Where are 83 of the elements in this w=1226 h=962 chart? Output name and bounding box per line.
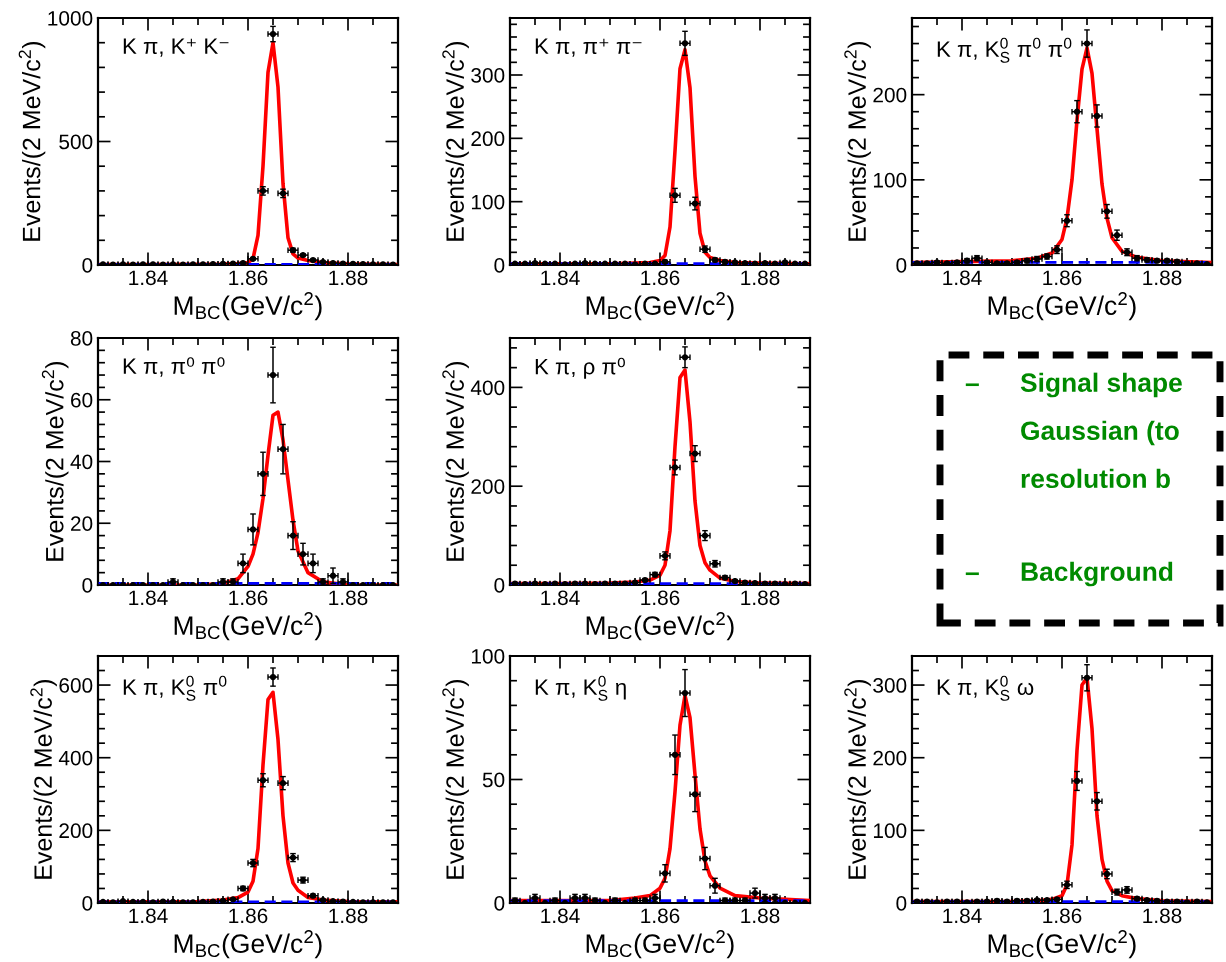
y-tick-label: 400 (58, 750, 93, 766)
y-tick-label: 100 (471, 194, 505, 210)
y-tick-label: 60 (71, 392, 93, 408)
y-axis-title: Events/(2 MeV/c$^{2}$) (30, 679, 57, 879)
x-tick-label: 1.88 (741, 908, 780, 924)
annotation: K π, π⁰ π⁰ (123, 357, 225, 377)
x-tick-label: 1.86 (229, 908, 268, 924)
y-tick-label: 200 (873, 87, 907, 103)
y-tick-label: 0 (896, 896, 907, 911)
x-tick-label: 1.86 (641, 908, 680, 924)
y-axis-title: Events/(2 MeV/c$^{2}$) (844, 679, 871, 879)
y-tick-label: 200 (59, 823, 93, 839)
y-tick-label: 200 (471, 131, 505, 147)
y-tick-label: 0 (82, 578, 93, 593)
text: resolution b (1021, 468, 1170, 489)
x-tick-label: 1.84 (129, 270, 168, 286)
x-axis-title: M$_{BC}$(GeV/c$^{2}$) (174, 930, 322, 959)
x-tick-label: 1.84 (943, 270, 982, 286)
text: – (965, 383, 979, 387)
y-tick-label: 1000 (48, 11, 93, 26)
x-tick-label: 1.86 (229, 590, 268, 606)
y-axis-title: Events/(2 MeV/c$^{2}$) (41, 361, 69, 561)
y-tick-label: 100 (471, 649, 505, 664)
y-tick-label: 0 (494, 896, 505, 911)
x-tick-label: 1.86 (1043, 908, 1082, 924)
x-tick-label: 1.86 (1043, 270, 1082, 286)
x-axis-title: M$_{BC}$(GeV/c$^{2}$) (586, 612, 734, 641)
y-axis-title: Events/(2 MeV/c$^{2}$) (442, 41, 469, 241)
y-tick-label: 0 (896, 258, 907, 273)
annotation: K π, K⁺ K⁻ (123, 38, 229, 57)
y-tick-label: 0 (494, 258, 505, 273)
y-tick-label: 100 (873, 172, 907, 188)
y-axis-title: Events/(2 MeV/c$^{2}$) (442, 679, 469, 879)
x-tick-label: 1.84 (541, 270, 580, 286)
y-tick-label: 50 (482, 772, 505, 788)
y-tick-label: 200 (873, 750, 907, 766)
x-tick-label: 1.88 (329, 270, 368, 286)
y-tick-label: 500 (59, 134, 93, 150)
text: Background (1021, 561, 1173, 587)
annotation: K π, K$^{0}$$_{S}$ η (535, 675, 626, 701)
y-axis-title: Events/(2 MeV/c$^{2}$) (18, 41, 46, 241)
y-tick-label: 400 (470, 380, 505, 396)
x-axis-title: M$_{BC}$(GeV/c$^{2}$) (988, 292, 1136, 321)
x-axis-title: M$_{BC}$(GeV/c$^{2}$) (174, 612, 322, 641)
x-tick-label: 1.88 (329, 908, 368, 924)
y-tick-label: 600 (59, 678, 93, 693)
x-tick-label: 1.84 (541, 908, 580, 924)
x-axis-title: M$_{BC}$(GeV/c$^{2}$) (586, 292, 734, 321)
annotation: K π, ρ π⁰ (535, 357, 625, 379)
y-tick-label: 0 (82, 896, 93, 911)
y-tick-label: 300 (471, 68, 505, 83)
y-tick-label: 20 (71, 516, 93, 531)
text: – (965, 572, 979, 576)
y-tick-label: 300 (873, 678, 907, 693)
x-tick-label: 1.88 (1143, 270, 1182, 286)
y-tick-label: 40 (70, 454, 93, 470)
text: Signal shape (1020, 372, 1182, 398)
x-tick-label: 1.84 (943, 908, 982, 924)
x-tick-label: 1.88 (1143, 908, 1182, 924)
annotation: K π, K$^{0}$$_{S}$ ω (937, 675, 1034, 701)
x-axis-title: M$_{BC}$(GeV/c$^{2}$) (174, 292, 322, 321)
x-tick-label: 1.88 (329, 590, 368, 606)
annotation: K π, K$^{0}$$_{S}$ π$^{0}$ π$^{0}$ (937, 37, 1072, 63)
x-tick-label: 1.84 (129, 908, 168, 924)
y-tick-label: 200 (471, 479, 505, 494)
x-tick-label: 1.84 (129, 590, 168, 606)
y-tick-label: 100 (873, 823, 907, 839)
y-tick-label: 0 (82, 258, 93, 273)
x-tick-label: 1.86 (641, 590, 680, 606)
x-tick-label: 1.88 (741, 590, 780, 606)
x-axis-title: M$_{BC}$(GeV/c$^{2}$) (988, 930, 1136, 959)
x-tick-label: 1.86 (641, 270, 680, 286)
x-axis-title: M$_{BC}$(GeV/c$^{2}$) (586, 930, 734, 959)
y-tick-label: 80 (70, 331, 93, 346)
x-tick-label: 1.88 (741, 270, 780, 286)
annotation: K π, π⁺ π⁻ (535, 38, 642, 57)
y-axis-title: Events/(2 MeV/c$^{2}$) (442, 361, 469, 561)
y-axis-title: Events/(2 MeV/c$^{2}$) (844, 41, 871, 241)
x-tick-label: 1.86 (229, 270, 268, 286)
text: Gaussian (to (1021, 420, 1179, 446)
y-tick-label: 0 (494, 578, 505, 593)
annotation: K π, K$^{0}$$_{S}$ π$^{0}$ (123, 675, 227, 701)
x-tick-label: 1.84 (541, 590, 580, 606)
